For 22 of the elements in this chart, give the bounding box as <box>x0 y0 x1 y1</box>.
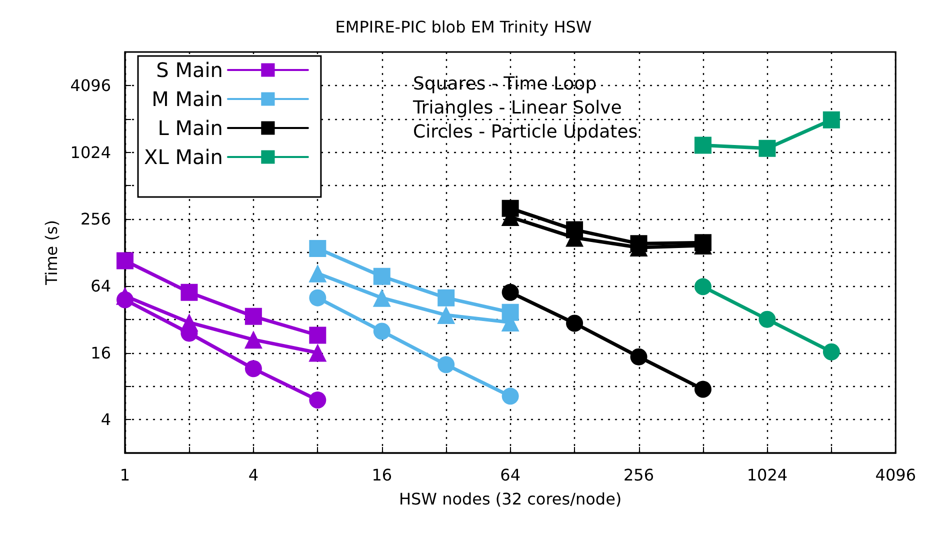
y-tick-label: 4 <box>100 410 111 430</box>
legend-label: S Main <box>156 58 223 82</box>
x-tick-label: 16 <box>372 466 392 484</box>
y-tick-label: 16 <box>90 343 111 362</box>
legend-label: M Main <box>152 87 223 111</box>
legend-label: XL Main <box>144 145 223 169</box>
y-tick-label: 1024 <box>70 142 111 162</box>
chart-title: EMPIRE-PIC blob EM Trinity HSW <box>335 18 592 36</box>
y-tick-label: 64 <box>90 276 111 296</box>
x-tick-label: 4096 <box>875 466 916 484</box>
x-tick-label: 1024 <box>746 466 788 484</box>
legend-label: L Main <box>158 116 223 140</box>
annotation: Triangles - Linear Solve <box>412 98 622 118</box>
y-axis-title: Time (s) <box>42 220 61 286</box>
annotation: Circles - Particle Updates <box>413 122 638 142</box>
y-tick-label: 256 <box>80 210 111 229</box>
x-axis-title: HSW nodes (32 cores/node) <box>398 490 622 508</box>
x-tick-label: 4 <box>248 466 259 484</box>
x-tick-label: 64 <box>500 466 520 484</box>
x-tick-label: 256 <box>623 466 654 484</box>
y-tick-label: 4096 <box>70 76 111 95</box>
x-tick-label: 1 <box>120 466 130 484</box>
